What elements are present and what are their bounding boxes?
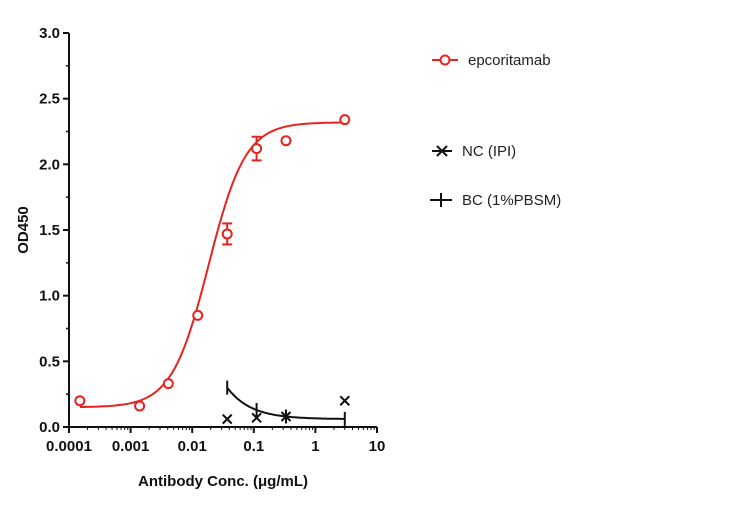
plot-area: [74, 114, 351, 426]
y-tick-label: 2.5: [39, 91, 60, 108]
x-axis-title: Antibody Conc. (μg/mL): [138, 473, 308, 490]
legend-item-nc: NC (IPI): [432, 143, 516, 160]
x-tick-label: 0.1: [243, 438, 264, 455]
legend-marker-nc: [436, 145, 448, 157]
epcoritamab-point: [134, 400, 146, 412]
epcoritamab-point: [74, 395, 86, 407]
nc-point: [339, 395, 350, 406]
epcoritamab-point: [192, 309, 204, 321]
nc-point: [221, 413, 233, 425]
epcoritamab-point: [339, 114, 351, 126]
legend-marker-epcoritamab: [439, 54, 451, 66]
y-tick-label: 3.0: [39, 25, 60, 42]
legend-item-bc: BC (1%PBSM): [430, 192, 561, 209]
x-tick-label: 0.01: [178, 438, 207, 455]
x-tick-label: 0.001: [112, 438, 150, 455]
legend-label-nc: NC (IPI): [462, 143, 516, 160]
epcoritamab-point: [280, 135, 292, 147]
y-tick-label: 0.0: [39, 419, 60, 436]
x-tick-label: 0.0001: [46, 438, 92, 455]
nc-point: [251, 412, 262, 424]
y-axis-title: OD450: [15, 206, 32, 254]
axes: 0.0 0.5 1.0 1.5 2.0 2.5 3.0 0.0001 0.001 0.01 0.1 1…: [39, 25, 385, 455]
legend-label-epcoritamab: epcoritamab: [468, 52, 551, 69]
y-tick-label: 1.0: [39, 288, 60, 305]
x-tick-label: 1: [311, 438, 319, 455]
nc-point: [280, 411, 292, 422]
legend-item-epcoritamab: epcoritamab: [432, 52, 551, 69]
y-tick-label: 2.0: [39, 156, 60, 173]
legend-label-bc: BC (1%PBSM): [462, 192, 561, 209]
epcoritamab-point: [251, 143, 263, 155]
epcoritamab-point: [221, 228, 233, 240]
y-tick-label: 0.5: [39, 353, 60, 370]
x-tick-label: 10: [369, 438, 386, 455]
legend: epcoritamab NC (IPI) BC (1%PBSM): [430, 52, 561, 209]
epcoritamab-fit-curve: [79, 121, 345, 408]
epcoritamab-point: [162, 378, 174, 390]
y-tick-label: 1.5: [39, 222, 60, 239]
